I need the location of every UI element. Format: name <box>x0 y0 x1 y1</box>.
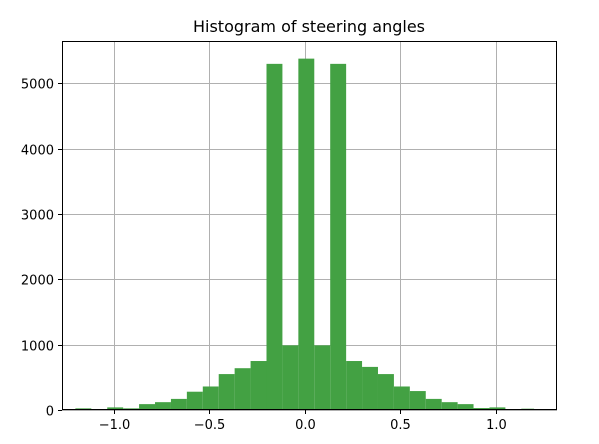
histogram-bar <box>314 345 331 410</box>
histogram-bar <box>282 345 299 410</box>
x-tick-label: −0.5 <box>194 418 226 433</box>
x-tick-label: 0.5 <box>390 418 411 433</box>
histogram-bar <box>234 368 251 410</box>
x-tick-label: 0.0 <box>295 418 316 433</box>
histogram-bar <box>362 366 378 410</box>
histogram-bar <box>441 402 458 410</box>
histogram-bar <box>393 386 410 410</box>
histogram-bar <box>107 407 124 410</box>
histogram-bar <box>298 58 315 410</box>
histogram-bar <box>139 404 156 410</box>
histogram-bar <box>202 386 219 410</box>
chart-title: Histogram of steering angles <box>193 17 425 36</box>
plot-frame <box>62 41 557 410</box>
histogram-bar <box>266 63 283 411</box>
histogram-bar <box>377 374 394 410</box>
y-tick-label: 3000 <box>21 209 54 224</box>
histogram-bar <box>425 398 442 410</box>
y-axis-ticks: 0 1000 2000 3000 4000 5000 <box>21 78 62 420</box>
histogram-bar <box>457 404 474 410</box>
y-tick-label: 2000 <box>21 274 54 289</box>
histogram-bar <box>330 63 347 411</box>
y-tick-label: 4000 <box>21 144 54 159</box>
y-tick-label: 1000 <box>21 340 54 355</box>
y-tick-label: 5000 <box>21 78 54 93</box>
histogram-bars <box>75 58 535 411</box>
histogram-bar <box>170 398 187 410</box>
histogram-bar <box>218 374 235 410</box>
x-tick-label: −1.0 <box>99 418 131 433</box>
histogram-bar <box>186 391 203 410</box>
histogram-bar <box>250 361 267 410</box>
histogram-bar <box>155 402 171 410</box>
y-tick-label: 0 <box>46 405 54 420</box>
x-tick-label: 1.0 <box>486 418 507 433</box>
histogram-bar <box>489 407 506 410</box>
histogram-bar <box>409 391 426 410</box>
histogram-bar <box>346 361 363 410</box>
x-axis-ticks: −1.0 −0.5 0.0 0.5 1.0 <box>99 410 507 433</box>
